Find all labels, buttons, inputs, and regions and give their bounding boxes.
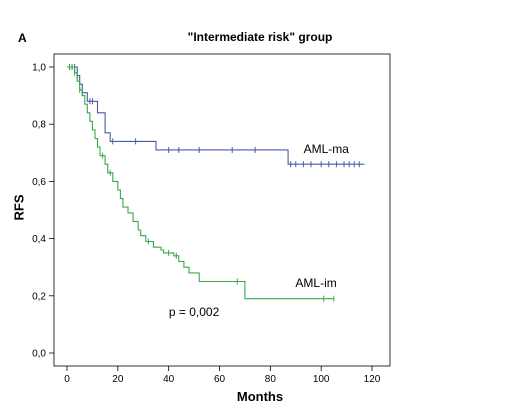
y-tick-label: 0,2 [32,291,46,302]
chart-title: "Intermediate risk" group [187,30,333,44]
series-group [67,64,365,302]
x-tick-label: 100 [313,374,330,385]
x-tick-label: 60 [214,374,226,385]
series-line-aml-im [67,66,334,300]
y-tick-label: 0,4 [32,234,46,245]
annotation-label: AML-ma [304,142,350,156]
x-tick-label: 80 [265,374,277,385]
series-line-aml-ma [67,66,365,165]
x-tick-label: 0 [64,374,70,385]
annotation-label: p = 0,002 [169,305,220,319]
x-tick-label: 40 [163,374,175,385]
y-tick-label: 0,0 [32,349,46,360]
annotations: AML-ma AML-im p = 0,002 [169,142,349,319]
plot-frame [53,53,391,367]
y-tick-label: 1,0 [32,63,46,74]
x-tick-label: 20 [112,374,124,385]
axes: 0,0 0,2 0,4 0,6 0,8 1,0 0 20 40 60 80 100 120 [32,63,381,386]
x-axis-label: Months [236,389,284,404]
x-tick-label: 120 [364,374,381,385]
annotation-label: AML-im [295,276,336,290]
y-tick-label: 0,8 [32,120,46,131]
y-tick-label: 0,6 [32,177,46,188]
panel-letter: A [18,31,27,45]
